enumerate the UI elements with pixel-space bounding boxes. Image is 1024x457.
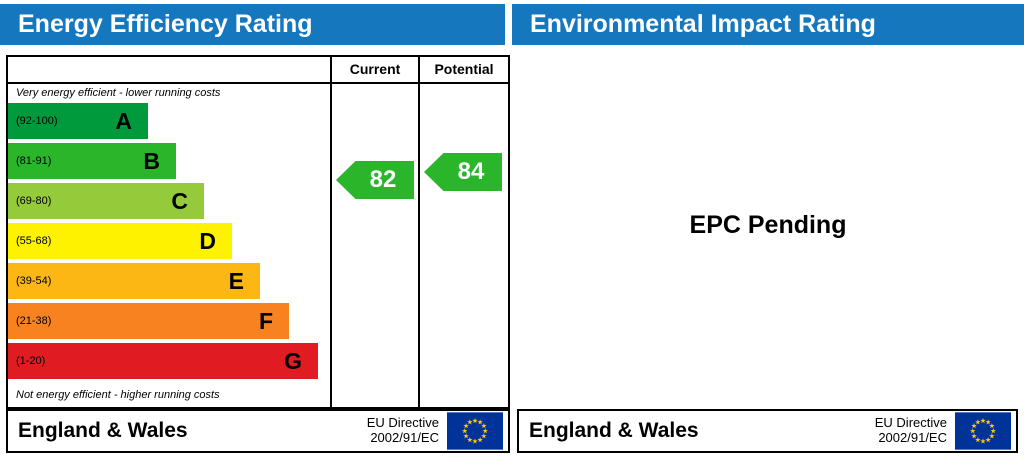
band-d: (55-68) D bbox=[8, 223, 232, 259]
column-divider bbox=[418, 57, 420, 407]
band-range-label: (39-54) bbox=[16, 275, 52, 287]
band-g: (1-20) G bbox=[8, 343, 318, 379]
potential-rating-arrow: 84 bbox=[424, 153, 502, 191]
band-range-label: (81-91) bbox=[16, 155, 52, 167]
region-label: England & Wales bbox=[529, 419, 699, 442]
band-letter: E bbox=[228, 267, 244, 294]
eu-directive-line2: 2002/91/EC bbox=[370, 430, 439, 445]
band-f: (21-38) F bbox=[8, 303, 289, 339]
energy-rating-chart: Current Potential Very energy efficient … bbox=[6, 55, 510, 409]
eu-directive-label: EU Directive 2002/91/EC bbox=[366, 415, 447, 446]
region-label: England & Wales bbox=[18, 419, 188, 442]
eu-directive-line2: 2002/91/EC bbox=[878, 430, 947, 445]
environmental-rating-header: Environmental Impact Rating bbox=[512, 4, 1024, 45]
current-rating-arrow: 82 bbox=[336, 161, 414, 199]
band-b: (81-91) B bbox=[8, 143, 176, 179]
header-row-divider bbox=[8, 82, 508, 84]
eu-directive-label: EU Directive 2002/91/EC bbox=[874, 415, 955, 446]
band-letter: F bbox=[258, 307, 273, 334]
band-letter: C bbox=[171, 187, 188, 214]
band-c: (69-80) C bbox=[8, 183, 204, 219]
eu-flag-icon bbox=[955, 412, 1011, 450]
band-letter: D bbox=[199, 227, 216, 254]
band-letter: G bbox=[284, 347, 302, 374]
band-letter: A bbox=[115, 107, 132, 134]
footer-energy: England & Wales EU Directive 2002/91/EC bbox=[6, 409, 510, 453]
eu-directive-line1: EU Directive bbox=[366, 415, 439, 431]
band-letter: B bbox=[143, 147, 160, 174]
band-range-label: (92-100) bbox=[16, 115, 58, 127]
band-range-label: (55-68) bbox=[16, 235, 52, 247]
eu-flag-icon bbox=[447, 412, 503, 450]
band-a: (92-100) A bbox=[8, 103, 148, 139]
current-column-header: Current bbox=[349, 61, 401, 77]
potential-column-header: Potential bbox=[434, 61, 494, 77]
band-range-label: (1-20) bbox=[16, 355, 46, 367]
eu-directive-line1: EU Directive bbox=[874, 415, 947, 431]
epc-pending-label: EPC Pending bbox=[689, 211, 847, 239]
column-divider bbox=[330, 57, 332, 407]
top-note: Very energy efficient - lower running co… bbox=[16, 87, 221, 99]
bottom-note: Not energy efficient - higher running co… bbox=[16, 389, 220, 401]
band-range-label: (69-80) bbox=[16, 195, 52, 207]
rating-bands: (92-100) A (81-91) B (69-80) C (55-68) D… bbox=[8, 103, 328, 383]
energy-rating-header: Energy Efficiency Rating bbox=[0, 4, 505, 45]
footer-environmental: England & Wales EU Directive 2002/91/EC bbox=[517, 409, 1018, 453]
band-e: (39-54) E bbox=[8, 263, 260, 299]
band-range-label: (21-38) bbox=[16, 315, 52, 327]
